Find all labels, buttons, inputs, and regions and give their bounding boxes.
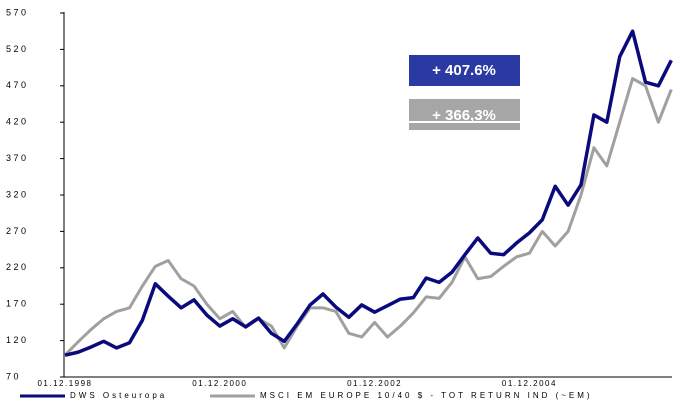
annotation-box — [409, 99, 520, 130]
y-tick-label: 370 — [6, 153, 29, 163]
x-tick-label: 01.12.2002 — [347, 379, 402, 388]
line-series — [64, 29, 673, 357]
y-tick-label: 270 — [6, 226, 29, 236]
y-tick-label: 120 — [6, 335, 29, 345]
y-tick-label: 420 — [6, 117, 29, 127]
line-series — [63, 77, 673, 357]
y-tick-label: 520 — [6, 44, 29, 54]
y-tick-label: 470 — [6, 80, 29, 90]
x-tick-label: 01.12.2000 — [192, 379, 247, 388]
legend-label: MSCI EM EUROPE 10/40 $ - TOT RETURN IND … — [260, 391, 593, 400]
x-tick-label: 01.12.1998 — [37, 379, 92, 388]
legend-label: DWS Osteuropa — [70, 391, 167, 400]
x-tick-label: 01.12.2004 — [502, 379, 557, 388]
y-tick-label: 220 — [6, 262, 29, 272]
y-tick-label: 70 — [6, 371, 21, 381]
annotation: + 366,3% — [432, 107, 496, 124]
annotation-box — [409, 55, 520, 86]
y-tick-label: 170 — [6, 299, 29, 309]
annotation: + 407.6% — [432, 62, 496, 79]
y-tick-label: 320 — [6, 189, 29, 199]
y-tick-label: 570 — [6, 7, 29, 17]
